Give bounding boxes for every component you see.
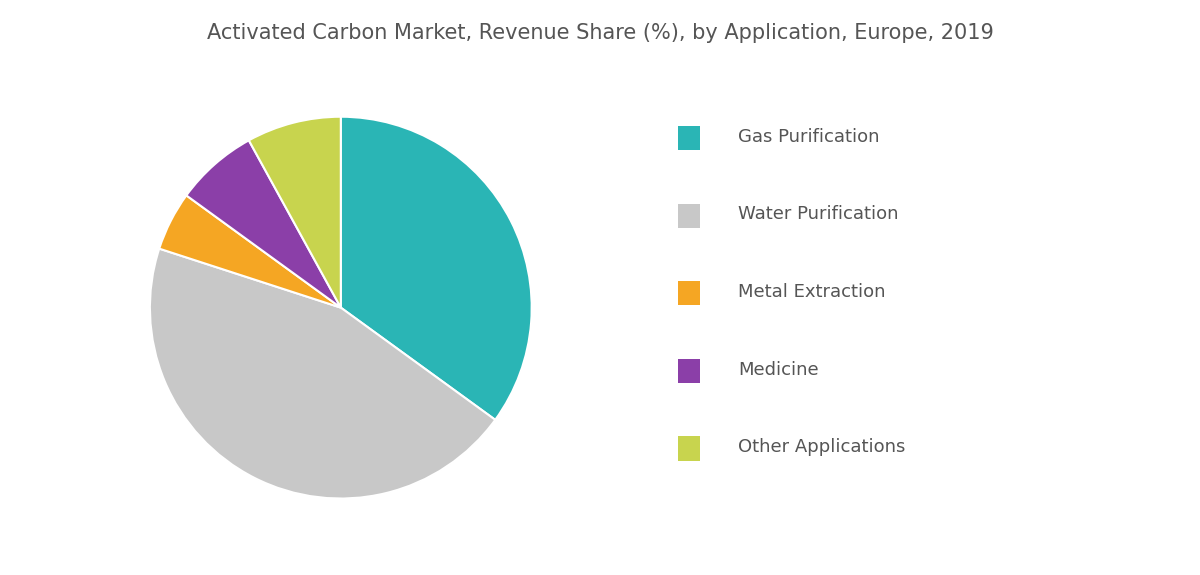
- Wedge shape: [186, 140, 341, 308]
- Text: Activated Carbon Market, Revenue Share (%), by Application, Europe, 2019: Activated Carbon Market, Revenue Share (…: [206, 23, 994, 43]
- Text: Water Purification: Water Purification: [738, 205, 899, 224]
- Text: Metal Extraction: Metal Extraction: [738, 283, 886, 301]
- Text: Gas Purification: Gas Purification: [738, 128, 880, 146]
- Wedge shape: [248, 117, 341, 308]
- Wedge shape: [160, 196, 341, 308]
- Text: Other Applications: Other Applications: [738, 438, 905, 457]
- Wedge shape: [341, 117, 532, 420]
- Wedge shape: [150, 248, 496, 499]
- Text: Medicine: Medicine: [738, 361, 818, 379]
